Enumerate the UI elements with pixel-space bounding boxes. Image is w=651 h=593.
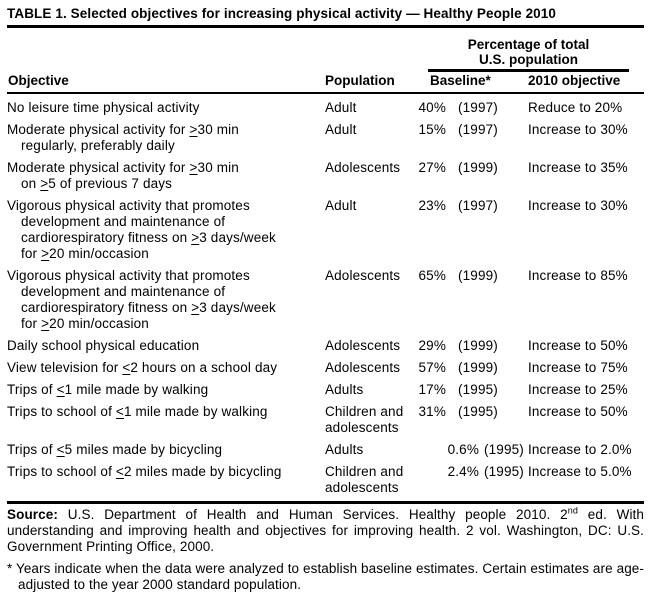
column-header-2010-objective: 2010 objective <box>528 73 621 88</box>
baseline-value: 40% <box>418 100 446 115</box>
baseline-value: 29% <box>418 338 446 353</box>
baseline-year: (1995) <box>458 382 498 397</box>
population-cell: Adolescents <box>325 268 401 283</box>
target-cell: Increase to 30% <box>528 122 628 137</box>
baseline-year: (1995) <box>484 442 524 457</box>
population-cell: Adults <box>325 382 364 397</box>
table-row: No leisure time physical activity Adult 40… <box>7 100 644 116</box>
baseline-value: 15% <box>418 122 446 137</box>
table-row: Moderate physical activity for >30 min re… <box>7 122 644 154</box>
target-cell: Increase to 35% <box>528 160 628 175</box>
target-cell: Increase to 30% <box>528 198 628 213</box>
table-row: Vigorous physical activity that promotes… <box>7 268 644 332</box>
baseline-cell: 57% (1999) <box>415 360 528 376</box>
baseline-value: 0.6% <box>447 442 479 457</box>
target-cell: Increase to 50% <box>528 404 628 419</box>
objective-cell: Moderate physical activity for >30 min on… <box>7 160 239 191</box>
baseline-cell: 65% (1999) <box>415 268 528 284</box>
source-text-2: ed. With understanding and improving hea… <box>7 507 645 554</box>
objective-cell: Trips of <5 miles made by bicycling <box>7 442 223 457</box>
target-cell: Increase to 25% <box>528 382 628 397</box>
table-row: Trips of <1 mile made by walking Adults 17… <box>7 382 644 398</box>
baseline-value: 65% <box>418 268 446 283</box>
table-body: No leisure time physical activity Adult 40… <box>7 100 644 501</box>
spanner-line-1: Percentage of total <box>467 37 590 52</box>
table-row: Daily school physical education Adolescen… <box>7 338 644 354</box>
table-row: Trips to school of <2 miles made by bicy… <box>7 464 644 496</box>
population-cell: Adult <box>325 100 357 115</box>
column-header-baseline: Baseline* <box>430 73 491 88</box>
baseline-year: (1999) <box>458 268 498 283</box>
population-cell: Adult <box>325 198 357 213</box>
baseline-year: (1997) <box>458 100 498 115</box>
table-row: Vigorous physical activity that promotes… <box>7 198 644 262</box>
target-cell: Increase to 5.0% <box>528 464 632 479</box>
baseline-year: (1997) <box>458 198 498 213</box>
header-rule <box>7 92 644 94</box>
population-cell: Children and adolescents <box>325 404 404 435</box>
objective-cell: Trips to school of <1 mile made by walki… <box>7 404 268 419</box>
baseline-year: (1995) <box>458 404 498 419</box>
column-header-objective: Objective <box>8 73 69 88</box>
objective-cell: No leisure time physical activity <box>7 100 200 115</box>
table-header: Percentage of total U.S. population Obje… <box>7 28 644 92</box>
baseline-cell: 17% (1995) <box>415 382 528 398</box>
objective-cell: Trips to school of <2 miles made by bicy… <box>7 464 282 479</box>
table-row: Trips to school of <1 mile made by walki… <box>7 404 644 436</box>
target-cell: Increase to 2.0% <box>528 442 632 457</box>
objective-cell: Vigorous physical activity that promotes… <box>7 198 276 261</box>
population-cell: Adolescents <box>325 338 401 353</box>
population-cell: Adult <box>325 122 357 137</box>
objective-cell: Daily school physical education <box>7 338 200 353</box>
baseline-cell: 2.4% (1995) <box>415 464 528 480</box>
baseline-year: (1999) <box>458 338 498 353</box>
baseline-footnote: * Years indicate when the data were anal… <box>7 561 645 592</box>
baseline-value: 57% <box>418 360 446 375</box>
objective-cell: Vigorous physical activity that promotes… <box>7 268 276 331</box>
source-text-1: U.S. Department of Health and Human Serv… <box>57 507 568 522</box>
target-cell: Increase to 75% <box>528 360 628 375</box>
population-cell: Adolescents <box>325 360 401 375</box>
baseline-cell: 0.6% (1995) <box>415 442 528 458</box>
table-row: Trips of <5 miles made by bicycling Adult… <box>7 442 644 458</box>
target-cell: Reduce to 20% <box>528 100 623 115</box>
objective-cell: Trips of <1 mile made by walking <box>7 382 209 397</box>
baseline-year: (1999) <box>458 160 498 175</box>
objective-cell: Moderate physical activity for >30 min re… <box>7 122 239 153</box>
population-cell: Children and adolescents <box>325 464 404 495</box>
baseline-cell: 31% (1995) <box>415 404 528 420</box>
bottom-rule <box>7 501 644 504</box>
table-title: TABLE 1. Selected objectives for increas… <box>7 6 557 21</box>
source-note: Source: U.S. Department of Health and Hu… <box>7 505 645 555</box>
baseline-value: 17% <box>418 382 446 397</box>
baseline-value: 23% <box>418 198 446 213</box>
baseline-year: (1995) <box>484 464 524 479</box>
column-header-population: Population <box>325 73 395 88</box>
baseline-cell: 29% (1999) <box>415 338 528 354</box>
table-row: Moderate physical activity for >30 min on… <box>7 160 644 192</box>
source-label: Source: <box>7 507 58 522</box>
baseline-value: 27% <box>418 160 446 175</box>
baseline-value: 31% <box>418 404 446 419</box>
baseline-cell: 23% (1997) <box>415 198 528 214</box>
baseline-year: (1999) <box>458 360 498 375</box>
source-superscript: nd <box>567 505 578 516</box>
population-cell: Adults <box>325 442 364 457</box>
target-cell: Increase to 85% <box>528 268 628 283</box>
target-cell: Increase to 50% <box>528 338 628 353</box>
objective-cell: View television for <2 hours on a school… <box>7 360 278 375</box>
baseline-cell: 40% (1997) <box>415 100 528 116</box>
table-row: View television for <2 hours on a school… <box>7 360 644 376</box>
population-cell: Adolescents <box>325 160 401 175</box>
baseline-cell: 27% (1999) <box>415 160 528 176</box>
baseline-cell: 15% (1997) <box>415 122 528 138</box>
spanner-line-2: U.S. population <box>479 52 578 67</box>
baseline-year: (1997) <box>458 122 498 137</box>
spanner-header: Percentage of total U.S. population <box>428 37 629 72</box>
baseline-value: 2.4% <box>447 464 479 479</box>
top-rule <box>7 25 644 28</box>
